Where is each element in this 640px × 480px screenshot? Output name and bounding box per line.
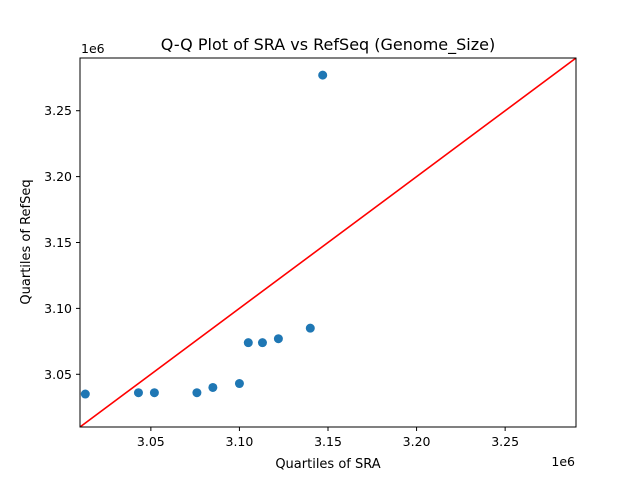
y-tick-label: 3.05 xyxy=(44,367,72,382)
x-tick-label: 3.20 xyxy=(403,434,431,449)
data-point-1 xyxy=(80,389,90,399)
x-offset-label: 1e6 xyxy=(551,454,575,469)
y-axis-label: Quartiles of RefSeq xyxy=(19,179,34,304)
chart-title: Q-Q Plot of SRA vs RefSeq (Genome_Size) xyxy=(161,35,495,55)
data-point-3 xyxy=(149,388,159,398)
data-point-9 xyxy=(273,334,283,344)
x-axis-label: Quartiles of SRA xyxy=(275,457,380,472)
y-tick-label: 3.25 xyxy=(44,103,72,118)
plot-area: 3.05 3.10 3.15 3.20 3.25 3.05 3.10 3.15 3.20 3.25 xyxy=(44,57,577,449)
data-point-8 xyxy=(257,338,267,348)
x-tick-label: 3.15 xyxy=(314,434,342,449)
data-point-2 xyxy=(133,388,143,398)
y-offset-label: 1e6 xyxy=(81,41,105,56)
x-tick-label: 3.10 xyxy=(226,434,254,449)
data-point-6 xyxy=(234,379,244,389)
data-point-11 xyxy=(318,70,328,80)
y-tick-label: 3.15 xyxy=(44,235,72,250)
data-point-4 xyxy=(192,388,202,398)
x-tick-label: 3.05 xyxy=(137,434,165,449)
y-tick-label: 3.20 xyxy=(44,169,72,184)
reference-line xyxy=(80,58,576,427)
data-point-7 xyxy=(243,338,253,348)
data-point-5 xyxy=(208,382,218,392)
y-tick-label: 3.10 xyxy=(44,301,72,316)
x-tick-label: 3.25 xyxy=(491,434,519,449)
data-point-10 xyxy=(305,323,315,333)
